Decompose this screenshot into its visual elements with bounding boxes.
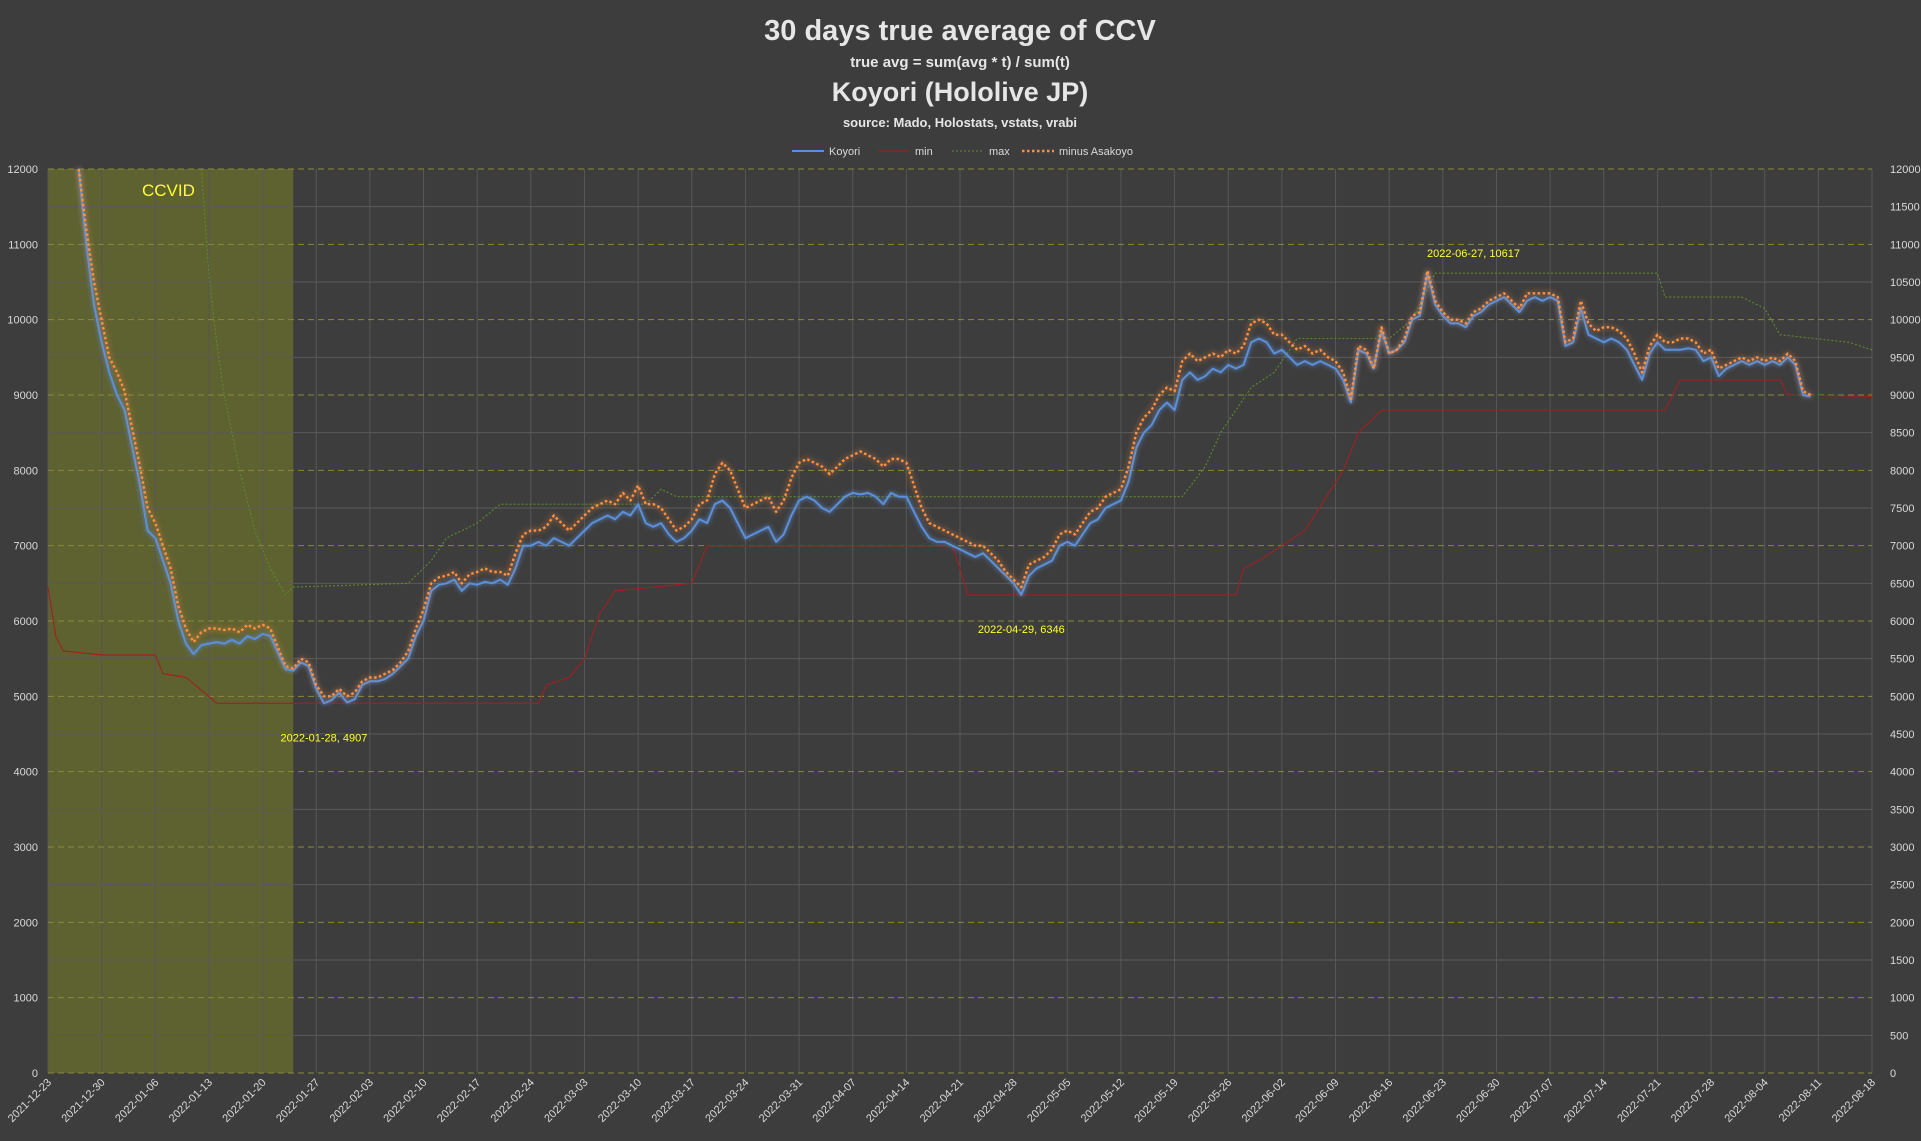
y-tick-label-right: 10500 [1890,277,1921,289]
y-tick-label-left: 2000 [14,917,38,929]
series-line-koyori [77,168,1811,705]
y-tick-label-right: 3000 [1890,842,1914,854]
y-tick-label-left: 9000 [14,390,38,402]
y-tick-label-right: 7000 [1890,541,1914,553]
y-tick-label-right: 0 [1890,1068,1896,1080]
y-tick-label-left: 0 [32,1068,38,1080]
y-tick-label-right: 11500 [1890,202,1920,214]
y-tick-label-right: 1000 [1890,993,1914,1005]
y-tick-label-right: 12000 [1890,164,1921,176]
y-tick-label-left: 4000 [14,767,38,779]
series-lines [47,168,1873,705]
y-tick-label-right: 8500 [1890,428,1914,440]
gridlines [47,168,1873,1074]
y-tick-label-right: 6500 [1890,578,1914,590]
y-axis-right: 0 500 1000 1500 2000 2500 3000 3500 4000 4500 5000… [1890,164,1921,1080]
y-tick-label-left: 6000 [14,616,38,628]
y-tick-label-right: 9000 [1890,390,1914,402]
legend-label: min [915,146,933,158]
y-axis-left: 0 1000 2000 3000 4000 5000 6000 7000 8000 9000 100… [7,164,38,1080]
chart-subtitle: true avg = sum(avg * t) / sum(t) [850,54,1070,71]
y-tick-label-right: 5500 [1890,654,1914,666]
annotation-label: 2022-04-29, 6346 [978,624,1065,636]
chart-source: source: Mado, Holostats, vstats, vrabi [843,115,1077,130]
y-tick-label-left: 11000 [8,239,38,251]
legend-label: minus Asakoyo [1059,146,1133,158]
legend-label: Koyori [829,146,860,158]
y-tick-label-right: 11000 [1890,239,1920,251]
chart-subtitle-name: Koyori (Hololive JP) [832,77,1089,107]
y-tick-label-left: 10000 [7,315,38,327]
y-tick-label-right: 1500 [1890,955,1914,967]
annotations: 2022-01-28, 4907 2022-04-29, 6346 2022-06-… [280,248,1519,744]
annotation-label: 2022-06-27, 10617 [1427,248,1520,260]
y-tick-label-right: 2000 [1890,917,1914,929]
y-tick-label-right: 500 [1890,1030,1908,1042]
chart-title: 30 days true average of CCV [764,15,1156,47]
y-tick-label-left: 7000 [14,541,38,553]
y-tick-label-right: 9500 [1890,352,1914,364]
y-tick-label-right: 4000 [1890,767,1914,779]
y-tick-label-right: 10000 [1890,315,1921,327]
series-line-min [47,379,1873,704]
y-tick-label-right: 8000 [1890,465,1914,477]
annotation-label: 2022-01-28, 4907 [280,732,367,744]
legend: Koyori min max minus Asakoyo [792,146,1133,158]
y-tick-label-right: 6000 [1890,616,1914,628]
y-tick-label-right: 3500 [1890,804,1914,816]
ccvid-label: CCVID [142,181,195,200]
y-tick-label-right: 5000 [1890,691,1914,703]
legend-label: max [989,146,1010,158]
y-tick-label-right: 7500 [1890,503,1914,515]
y-tick-label-right: 4500 [1890,729,1914,741]
y-tick-label-left: 12000 [7,164,38,176]
y-tick-label-left: 8000 [14,465,38,477]
y-tick-label-right: 2500 [1890,880,1914,892]
y-tick-label-left: 5000 [14,691,38,703]
y-tick-label-left: 1000 [14,993,38,1005]
y-tick-label-left: 3000 [14,842,38,854]
